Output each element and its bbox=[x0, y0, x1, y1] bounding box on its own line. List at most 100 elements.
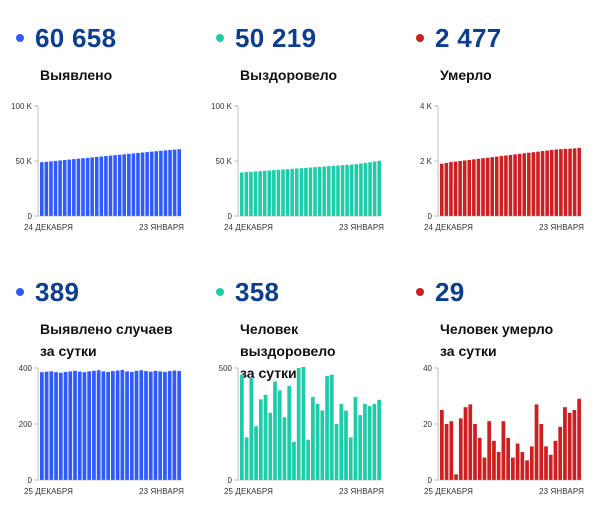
chart-detected-daily: 0 200 400 25 ДЕКАБРЯ 23 ЯНВАРЯ bbox=[19, 364, 184, 496]
bar bbox=[454, 474, 458, 480]
bar bbox=[254, 426, 258, 480]
stat-row: 60 658 bbox=[16, 22, 116, 54]
y-tick-label: 50 K bbox=[216, 157, 233, 166]
caption-line: за сутки bbox=[240, 365, 297, 381]
bar bbox=[449, 421, 454, 480]
bar bbox=[544, 446, 548, 480]
bar bbox=[481, 158, 485, 216]
legend-dot-icon bbox=[216, 288, 224, 296]
bar bbox=[148, 371, 153, 480]
bar bbox=[144, 371, 148, 480]
bar bbox=[94, 156, 99, 216]
legend-dot-icon bbox=[416, 34, 424, 42]
bar bbox=[476, 158, 481, 216]
bar bbox=[440, 410, 444, 480]
bar bbox=[58, 160, 62, 216]
bar bbox=[58, 372, 63, 480]
bar bbox=[282, 417, 287, 480]
bar bbox=[458, 161, 462, 216]
bar bbox=[354, 164, 359, 216]
bar bbox=[244, 172, 249, 216]
bar bbox=[313, 167, 317, 216]
stat-caption: Выявлено случаев за сутки bbox=[40, 318, 173, 362]
bar bbox=[353, 397, 358, 480]
bar bbox=[553, 440, 558, 480]
bar bbox=[306, 439, 310, 480]
panel-detected-daily: 389 Выявлено случаев за сутки 0 200 400 25 … bbox=[0, 254, 190, 499]
caption-line: Выздоровело bbox=[240, 67, 338, 83]
bar bbox=[345, 164, 349, 216]
bar bbox=[82, 372, 87, 480]
bar bbox=[172, 370, 177, 480]
caption-line: Выявлено случаев bbox=[40, 321, 173, 337]
bar bbox=[153, 370, 158, 480]
chart-deaths-total: 0 2 K 4 K 24 ДЕКАБРЯ 23 ЯНВАРЯ bbox=[420, 102, 584, 232]
bar bbox=[468, 404, 473, 480]
panel-detected-total: 60 658 Выявлено 0 50 K 100 K 24 ДЕКАБРЯ 23 Я… bbox=[0, 0, 190, 245]
bar bbox=[304, 167, 308, 216]
bar bbox=[44, 371, 49, 480]
bar bbox=[458, 418, 463, 480]
bar bbox=[520, 452, 525, 480]
bar bbox=[268, 412, 273, 480]
bar bbox=[358, 415, 363, 480]
bar bbox=[40, 372, 44, 480]
bar bbox=[359, 163, 363, 216]
bar bbox=[172, 149, 177, 216]
bar bbox=[554, 149, 559, 216]
bar bbox=[277, 390, 282, 480]
bar bbox=[492, 440, 496, 480]
bar bbox=[272, 170, 276, 216]
y-tick-label: 0 bbox=[228, 476, 233, 485]
bar bbox=[308, 167, 313, 216]
panel-recovered-total: 50 219 Выздоровело 0 50 K 100 K 24 ДЕКАБРЯ 2… bbox=[200, 0, 390, 245]
x-start-label: 24 ДЕКАБРЯ bbox=[24, 223, 73, 232]
stat-value: 358 bbox=[235, 277, 280, 307]
chart-recovered-total: 0 50 K 100 K 24 ДЕКАБРЯ 23 ЯНВАРЯ bbox=[211, 102, 384, 232]
stat-row: 50 219 bbox=[216, 22, 316, 54]
stat-value: 389 bbox=[35, 277, 80, 307]
bar bbox=[558, 426, 563, 480]
stat-row: 358 bbox=[216, 276, 279, 308]
bar bbox=[273, 381, 277, 480]
bar bbox=[325, 375, 329, 480]
bar bbox=[163, 371, 167, 480]
bar bbox=[122, 154, 127, 216]
bar bbox=[515, 443, 520, 480]
caption-line: за сутки bbox=[440, 343, 497, 359]
x-start-label: 24 ДЕКАБРЯ bbox=[224, 223, 273, 232]
bar bbox=[336, 165, 340, 216]
bar bbox=[106, 371, 110, 480]
bar bbox=[76, 158, 81, 216]
y-tick-label: 500 bbox=[219, 364, 233, 373]
bar bbox=[154, 151, 159, 216]
bar bbox=[349, 164, 354, 216]
panel-recovered-daily: 358 Человек выздоровело за сутки 0 500 25 … bbox=[200, 254, 390, 499]
bar bbox=[440, 163, 444, 216]
bar bbox=[167, 371, 172, 480]
bar bbox=[111, 371, 115, 480]
bar bbox=[322, 166, 327, 216]
bar bbox=[136, 152, 140, 216]
bar bbox=[108, 155, 113, 216]
stat-row: 2 477 bbox=[416, 22, 502, 54]
bar bbox=[449, 162, 453, 216]
bar bbox=[368, 162, 372, 216]
bar bbox=[113, 155, 117, 216]
y-tick-label: 0 bbox=[428, 212, 433, 221]
bar bbox=[527, 152, 531, 216]
bar bbox=[540, 151, 545, 216]
bar bbox=[344, 410, 348, 480]
bar bbox=[249, 376, 254, 480]
bar bbox=[140, 152, 145, 216]
caption-line: Умерло bbox=[440, 67, 492, 83]
bar bbox=[292, 441, 296, 480]
caption-line: Человек умерло bbox=[440, 321, 554, 337]
bar bbox=[127, 153, 131, 216]
bar bbox=[240, 374, 244, 480]
bar bbox=[339, 403, 344, 480]
bar bbox=[499, 156, 504, 216]
bar bbox=[258, 171, 262, 216]
bar bbox=[117, 154, 122, 216]
bar bbox=[511, 457, 515, 480]
